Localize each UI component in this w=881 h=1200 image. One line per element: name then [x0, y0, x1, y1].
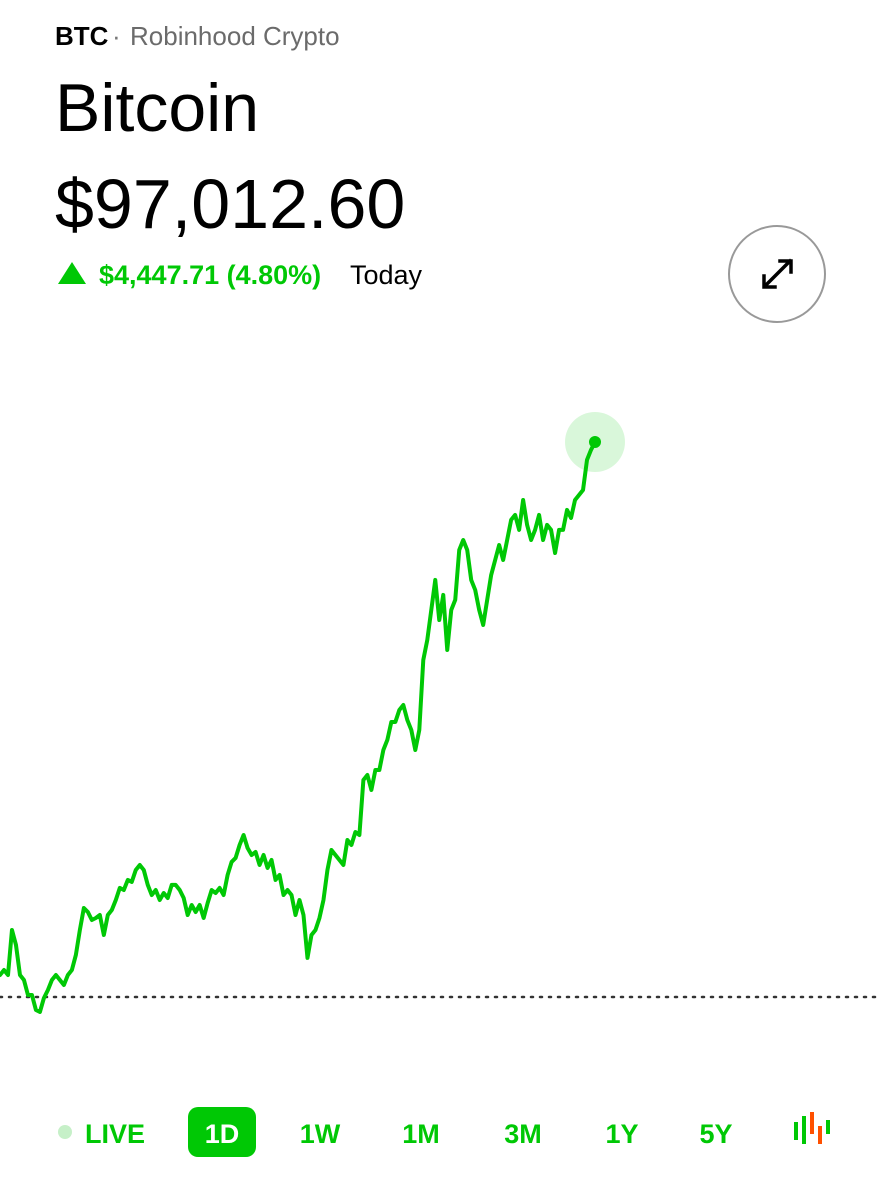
symbol: BTC [55, 21, 109, 51]
expand-button[interactable] [728, 225, 826, 323]
live-dot [58, 1125, 72, 1139]
change: $4,447.71 (4.80%) [99, 260, 321, 290]
period: Today [350, 260, 423, 290]
up-arrow [58, 262, 86, 284]
range-tab[interactable]: 1M [402, 1119, 440, 1149]
separator: · [112, 21, 121, 51]
price-chart [0, 411, 881, 1014]
range-tab[interactable]: LIVE [85, 1119, 145, 1149]
range-tab[interactable]: 1Y [605, 1119, 638, 1149]
source: Robinhood Crypto [130, 21, 340, 51]
last-point [589, 435, 601, 448]
price-line [0, 439, 597, 1014]
price: $97,012.60 [55, 165, 405, 243]
range-tab[interactable]: 1D [205, 1119, 240, 1149]
chart-style-button[interactable] [794, 1112, 830, 1144]
range-tab[interactable]: 5Y [699, 1119, 732, 1149]
range-tab[interactable]: 1W [300, 1119, 341, 1149]
asset-name: Bitcoin [55, 70, 259, 146]
range-tab[interactable]: 3M [504, 1119, 542, 1149]
range-selected-bg [188, 1107, 256, 1157]
range-tabs: LIVE 1D 1W 1M 3M 1Y 5Y [58, 1107, 733, 1157]
